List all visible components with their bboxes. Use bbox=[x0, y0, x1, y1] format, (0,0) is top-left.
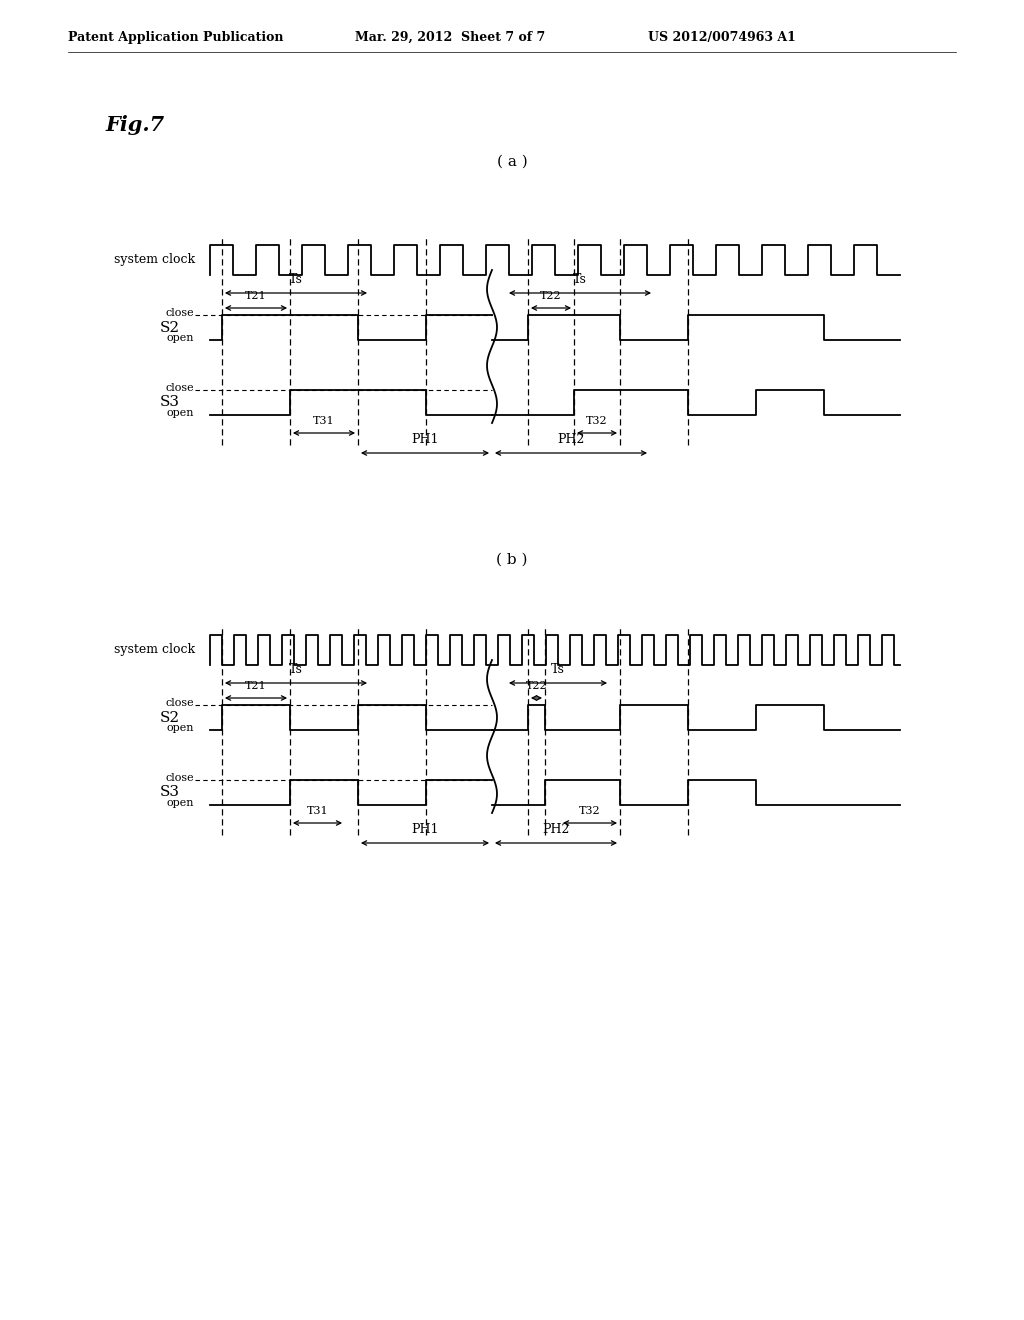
Text: open: open bbox=[167, 723, 194, 733]
Text: PH2: PH2 bbox=[543, 822, 569, 836]
Text: T22: T22 bbox=[541, 290, 562, 301]
Text: Mar. 29, 2012  Sheet 7 of 7: Mar. 29, 2012 Sheet 7 of 7 bbox=[355, 30, 545, 44]
Text: open: open bbox=[167, 333, 194, 343]
Text: PH2: PH2 bbox=[557, 433, 585, 446]
Text: T32: T32 bbox=[580, 807, 601, 816]
Text: Ts: Ts bbox=[289, 663, 303, 676]
Text: PH1: PH1 bbox=[412, 822, 438, 836]
Text: open: open bbox=[167, 408, 194, 418]
Text: T21: T21 bbox=[245, 681, 267, 690]
Text: Patent Application Publication: Patent Application Publication bbox=[68, 30, 284, 44]
Text: Fig.7: Fig.7 bbox=[105, 115, 164, 135]
Text: T31: T31 bbox=[306, 807, 329, 816]
Text: S3: S3 bbox=[160, 396, 180, 409]
Text: Ts: Ts bbox=[573, 273, 587, 286]
Text: close: close bbox=[165, 774, 194, 783]
Text: close: close bbox=[165, 308, 194, 318]
Text: close: close bbox=[165, 698, 194, 708]
Text: Ts: Ts bbox=[551, 663, 565, 676]
Text: close: close bbox=[165, 383, 194, 393]
Text: S2: S2 bbox=[160, 710, 180, 725]
Text: US 2012/0074963 A1: US 2012/0074963 A1 bbox=[648, 30, 796, 44]
Text: ( a ): ( a ) bbox=[497, 154, 527, 169]
Text: T22: T22 bbox=[525, 681, 547, 690]
Text: S2: S2 bbox=[160, 321, 180, 334]
Text: system clock: system clock bbox=[114, 644, 195, 656]
Text: T32: T32 bbox=[586, 416, 608, 426]
Text: ( b ): ( b ) bbox=[497, 553, 527, 568]
Text: Ts: Ts bbox=[289, 273, 303, 286]
Text: T31: T31 bbox=[313, 416, 335, 426]
Text: S3: S3 bbox=[160, 785, 180, 800]
Text: open: open bbox=[167, 799, 194, 808]
Text: PH1: PH1 bbox=[412, 433, 438, 446]
Text: T21: T21 bbox=[245, 290, 267, 301]
Text: system clock: system clock bbox=[114, 253, 195, 267]
